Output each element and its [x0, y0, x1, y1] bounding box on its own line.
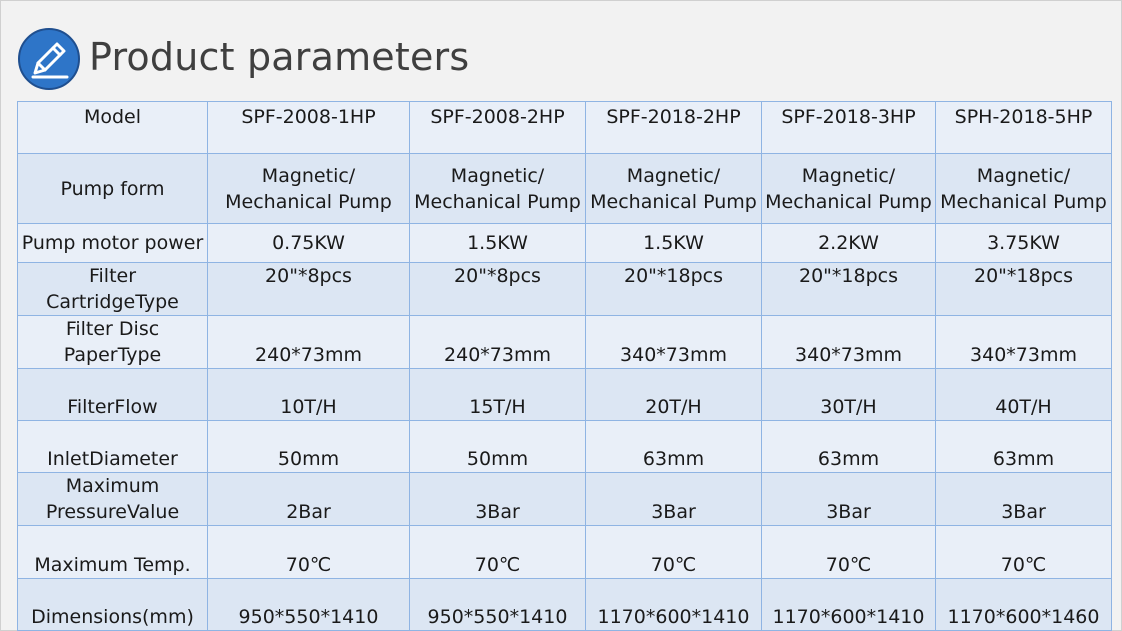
row-label-motor-power: Pump motor power: [17, 223, 208, 263]
pump-form-line1: Magnetic/: [626, 164, 721, 187]
pump-form-line2: Mechanical Pump: [765, 190, 932, 213]
pump-form-cell: Magnetic/Mechanical Pump: [585, 153, 762, 224]
filter-disc-label-line2: PaperType: [63, 344, 162, 366]
pump-form-line2: Mechanical Pump: [414, 190, 581, 213]
table-row-filter-cartridge: Filter CartridgeType 20"*8pcs 20"*8pcs 20…: [17, 262, 1112, 316]
row-label-filter-disc: Filter Disc PaperType: [17, 315, 208, 369]
filter-cartridge-cell: 20"*18pcs: [585, 262, 762, 316]
pump-form-line1: Magnetic/: [261, 164, 356, 187]
filter-flow-cell: 30T/H: [761, 368, 936, 421]
model-cell: SPH-2018-5HP: [935, 101, 1112, 154]
inlet-diameter-cell: 50mm: [409, 420, 586, 473]
pump-form-line2: Mechanical Pump: [940, 190, 1107, 213]
model-cell: SPF-2018-2HP: [585, 101, 762, 154]
table-row-max-pressure: Maximum PressureValue 2Bar 3Bar 3Bar 3Bar…: [17, 472, 1112, 526]
filter-cartridge-label-line1: Filter: [88, 265, 137, 287]
pump-form-cell: Magnetic/Mechanical Pump: [207, 153, 410, 224]
max-pressure-cell: 3Bar: [409, 472, 586, 526]
max-pressure-label-line2: PressureValue: [45, 501, 180, 523]
pump-form-line1: Magnetic/: [801, 164, 896, 187]
max-pressure-cell: 3Bar: [761, 472, 936, 526]
filter-disc-cell: 340*73mm: [761, 315, 936, 369]
row-label-filter-flow: FilterFlow: [17, 368, 208, 421]
row-label-inlet-diameter: InletDiameter: [17, 420, 208, 473]
parameters-table: Model SPF-2008-1HP SPF-2008-2HP SPF-2018…: [17, 101, 1112, 631]
table-row-model: Model SPF-2008-1HP SPF-2008-2HP SPF-2018…: [17, 101, 1112, 154]
table-row-filter-disc: Filter Disc PaperType 240*73mm 240*73mm 3…: [17, 315, 1112, 369]
max-temp-cell: 70℃: [207, 525, 410, 579]
model-cell: SPF-2008-2HP: [409, 101, 586, 154]
row-label-max-pressure: Maximum PressureValue: [17, 472, 208, 526]
filter-cartridge-cell: 20"*8pcs: [409, 262, 586, 316]
model-cell: SPF-2008-1HP: [207, 101, 410, 154]
filter-disc-cell: 240*73mm: [409, 315, 586, 369]
model-cell: SPF-2018-3HP: [761, 101, 936, 154]
table-row-dimensions: Dimensions(mm) 950*550*1410 950*550*1410…: [17, 578, 1112, 631]
filter-disc-cell: 340*73mm: [935, 315, 1112, 369]
table-row-max-temp: Maximum Temp. 70℃ 70℃ 70℃ 70℃ 70℃: [17, 525, 1112, 579]
inlet-diameter-cell: 63mm: [935, 420, 1112, 473]
max-pressure-cell: 3Bar: [585, 472, 762, 526]
filter-cartridge-cell: 20"*18pcs: [761, 262, 936, 316]
max-pressure-cell: 3Bar: [935, 472, 1112, 526]
pump-form-line1: Magnetic/: [976, 164, 1071, 187]
dimensions-cell: 950*550*1410: [409, 578, 586, 631]
max-temp-cell: 70℃: [585, 525, 762, 579]
table-row-motor-power: Pump motor power 0.75KW 1.5KW 1.5KW 2.2K…: [17, 223, 1112, 263]
table-row-pump-form: Pump form Magnetic/Mechanical Pump Magne…: [17, 153, 1112, 224]
filter-disc-cell: 340*73mm: [585, 315, 762, 369]
row-label-max-temp: Maximum Temp.: [17, 525, 208, 579]
filter-cartridge-label-line2: CartridgeType: [46, 291, 179, 313]
motor-power-cell: 2.2KW: [761, 223, 936, 263]
pump-form-cell: Magnetic/Mechanical Pump: [935, 153, 1112, 224]
row-label-model: Model: [17, 101, 208, 154]
filter-flow-cell: 20T/H: [585, 368, 762, 421]
filter-disc-cell: 240*73mm: [207, 315, 410, 369]
dimensions-cell: 1170*600*1460: [935, 578, 1112, 631]
max-temp-cell: 70℃: [409, 525, 586, 579]
filter-disc-label-line1: Filter Disc: [65, 318, 160, 340]
motor-power-cell: 3.75KW: [935, 223, 1112, 263]
motor-power-cell: 1.5KW: [585, 223, 762, 263]
table-row-filter-flow: FilterFlow 10T/H 15T/H 20T/H 30T/H 40T/H: [17, 368, 1112, 421]
filter-flow-cell: 40T/H: [935, 368, 1112, 421]
dimensions-cell: 1170*600*1410: [585, 578, 762, 631]
pump-form-line2: Mechanical Pump: [590, 190, 757, 213]
pump-form-line1: Magnetic/: [450, 164, 545, 187]
pencil-edit-icon: [18, 28, 80, 90]
filter-flow-cell: 10T/H: [207, 368, 410, 421]
motor-power-cell: 0.75KW: [207, 223, 410, 263]
inlet-diameter-cell: 50mm: [207, 420, 410, 473]
max-temp-cell: 70℃: [761, 525, 936, 579]
row-label-pump-form: Pump form: [17, 153, 208, 224]
dimensions-cell: 950*550*1410: [207, 578, 410, 631]
max-pressure-label-line1: Maximum: [65, 475, 160, 497]
pump-form-cell: Magnetic/Mechanical Pump: [761, 153, 936, 224]
dimensions-cell: 1170*600*1410: [761, 578, 936, 631]
max-pressure-cell: 2Bar: [207, 472, 410, 526]
filter-cartridge-cell: 20"*8pcs: [207, 262, 410, 316]
pump-form-line2: Mechanical Pump: [225, 190, 392, 213]
filter-cartridge-cell: 20"*18pcs: [935, 262, 1112, 316]
inlet-diameter-cell: 63mm: [585, 420, 762, 473]
page-title: Product parameters: [89, 35, 470, 79]
row-label-filter-cartridge: Filter CartridgeType: [17, 262, 208, 316]
row-label-dimensions: Dimensions(mm): [17, 578, 208, 631]
max-temp-cell: 70℃: [935, 525, 1112, 579]
inlet-diameter-cell: 63mm: [761, 420, 936, 473]
table-row-inlet-diameter: InletDiameter 50mm 50mm 63mm 63mm 63mm: [17, 420, 1112, 473]
motor-power-cell: 1.5KW: [409, 223, 586, 263]
pump-form-cell: Magnetic/Mechanical Pump: [409, 153, 586, 224]
filter-flow-cell: 15T/H: [409, 368, 586, 421]
